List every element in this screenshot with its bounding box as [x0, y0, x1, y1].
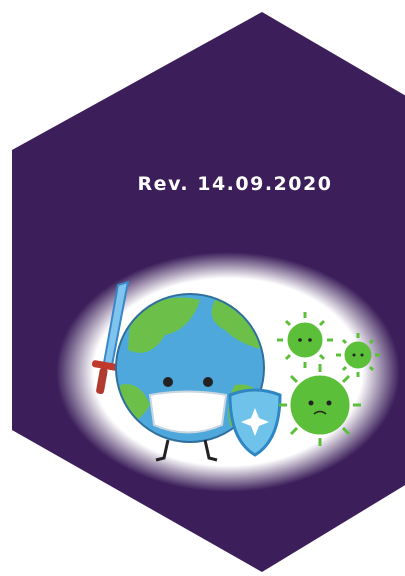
revision-label: Rev. 14.09.2020 — [138, 173, 333, 195]
cover: Rev. 14.09.2020 — [0, 0, 405, 576]
page: Rev. 14.09.2020 — [0, 0, 405, 576]
